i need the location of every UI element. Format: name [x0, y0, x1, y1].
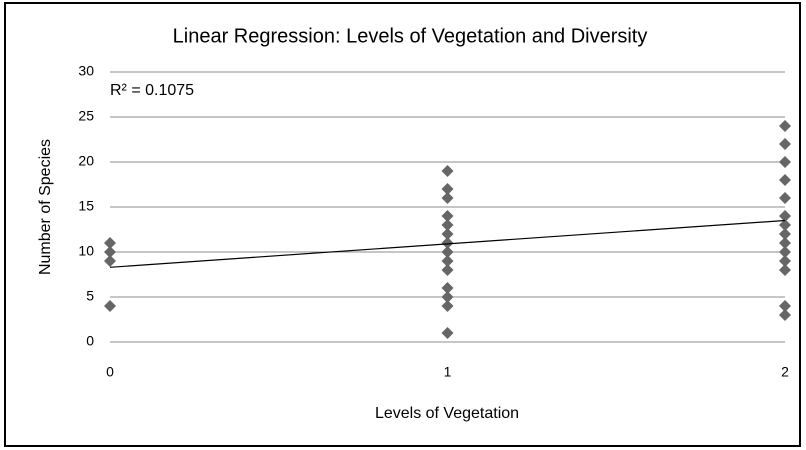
data-point: [441, 165, 454, 177]
data-point: [779, 120, 791, 132]
y-tick-label: 10: [78, 243, 94, 259]
r-squared-annotation: R² = 0.1075: [110, 82, 194, 99]
x-axis-label: Levels of Vegetation: [375, 405, 519, 422]
data-point: [779, 174, 791, 186]
data-point: [779, 255, 791, 267]
y-tick-label: 20: [78, 153, 94, 169]
trendline: [109, 219, 786, 268]
data-point: [441, 300, 454, 312]
data-point: [779, 300, 791, 312]
data-point: [779, 246, 791, 258]
data-point: [441, 192, 454, 204]
data-point: [104, 246, 116, 258]
data-point: [779, 237, 791, 249]
data-point: [779, 219, 791, 231]
y-tick-label: 25: [78, 108, 94, 124]
chart-frame: [4, 2, 801, 447]
data-point: [441, 219, 454, 231]
data-point: [441, 228, 454, 240]
data-point: [104, 255, 116, 267]
data-point: [779, 156, 791, 168]
data-point: [441, 183, 454, 195]
data-point: [779, 228, 791, 240]
data-point: [779, 192, 791, 204]
data-point: [779, 309, 791, 321]
data-point: [441, 246, 454, 258]
data-point: [441, 210, 454, 222]
y-tick-label: 0: [86, 333, 94, 349]
data-point: [779, 138, 791, 150]
data-point: [441, 264, 454, 276]
data-point: [104, 300, 116, 312]
data-point: [441, 327, 454, 339]
data-point: [441, 291, 454, 303]
chart-title: Linear Regression: Levels of Vegetation …: [173, 25, 648, 47]
data-point: [779, 210, 791, 222]
data-point: [441, 255, 454, 267]
y-tick-label: 5: [86, 288, 94, 304]
x-tick-label: 2: [781, 364, 789, 380]
data-point: [441, 237, 454, 249]
x-tick-label: 0: [106, 364, 114, 380]
data-point: [779, 264, 791, 276]
y-tick-label: 30: [78, 63, 94, 79]
y-axis-label: Number of Species: [37, 139, 54, 275]
data-point: [104, 237, 116, 249]
data-point: [441, 282, 454, 294]
y-tick-label: 15: [78, 198, 94, 214]
x-tick-label: 1: [444, 364, 452, 380]
